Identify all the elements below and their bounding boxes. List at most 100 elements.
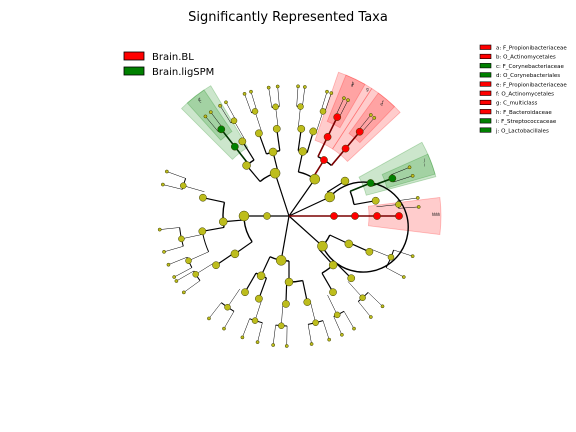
clade-letter-h: h (432, 212, 435, 217)
tree-node-101 (373, 212, 381, 220)
branch (174, 267, 192, 278)
branch (233, 120, 246, 140)
chart-title: Significantly Represented Taxa (188, 10, 388, 25)
tree-nodes (157, 84, 421, 348)
tree-node-27 (298, 147, 307, 156)
tree-node-53 (162, 249, 166, 254)
branch (297, 106, 301, 129)
tree-node-1 (415, 196, 420, 200)
tree-node-47 (269, 167, 281, 179)
branch (367, 292, 383, 307)
clade-letter-c: c (199, 99, 201, 104)
branch (393, 249, 413, 257)
tree-node-70 (240, 335, 245, 340)
key-swatch-c (479, 63, 492, 69)
key-swatch-d (479, 72, 492, 78)
tree-node-30 (266, 85, 271, 90)
tree-node-59 (219, 217, 228, 227)
tree-node-44 (230, 117, 238, 124)
branch (288, 196, 331, 217)
tree-node-22 (309, 127, 318, 136)
branch (320, 91, 328, 111)
tree-node-87 (333, 311, 341, 319)
tree-node-29 (275, 84, 280, 89)
branch (393, 175, 413, 183)
tree-node-9 (324, 191, 336, 203)
tree-node-84 (275, 255, 287, 266)
branch (254, 111, 263, 133)
branch (183, 185, 205, 192)
key-label-b: b: O_Actinomycetales (496, 55, 556, 61)
tree-node-40 (217, 125, 226, 134)
tree-node-45 (238, 137, 247, 146)
tree-node-75 (271, 343, 276, 347)
key-label-h: h: F_Bacteroidaceae (496, 110, 552, 116)
branch (277, 86, 280, 107)
key-label-j: j: O_Lactobacillales (495, 128, 549, 134)
tree-node-90 (380, 304, 385, 309)
tree-node-15 (342, 96, 346, 101)
tree-node-7 (366, 179, 375, 187)
branch (322, 320, 330, 340)
branch (219, 105, 231, 123)
tree-node-56 (172, 275, 177, 279)
clade-letter-b: b (352, 81, 355, 86)
tree-node-96 (387, 253, 395, 261)
key-swatch-a (479, 44, 492, 50)
branch (315, 111, 324, 133)
branch (335, 98, 345, 117)
tree-node-8 (340, 176, 350, 186)
branch (225, 102, 236, 120)
branch (358, 114, 372, 131)
tree-node-51 (199, 193, 207, 202)
branch (338, 100, 349, 119)
key-label-f: f: O_Actinomycetales (496, 92, 554, 98)
branch (268, 87, 273, 108)
tree-node-77 (278, 322, 285, 329)
branch (181, 234, 203, 240)
branch (195, 262, 215, 275)
tree-node-13 (341, 144, 350, 153)
tree-node-37 (268, 147, 278, 157)
tree-node-14 (346, 98, 350, 103)
tree-node-54 (178, 235, 185, 243)
tree-node-48 (164, 169, 169, 174)
tree-node-94 (401, 275, 406, 279)
group-legend: Brain.BL Brain.ligSPM (123, 51, 214, 78)
tree-node-66 (207, 316, 211, 321)
tree-node-5 (407, 165, 412, 170)
tree-node-69 (241, 288, 249, 297)
clade-letter-h: h (438, 212, 441, 217)
branch (360, 117, 375, 134)
clade-shade-j (358, 141, 437, 196)
tree-node-3 (371, 196, 380, 205)
tree-node-28 (309, 173, 321, 185)
tree-node-34 (242, 91, 247, 96)
tree-node-102 (351, 212, 359, 220)
tree-node-64 (230, 249, 240, 259)
key-swatch-f (479, 90, 492, 96)
key-label-g: g: C_multiclass (496, 101, 538, 107)
tree-node-12 (355, 127, 364, 136)
branch-arc (349, 191, 355, 205)
branch (244, 93, 252, 113)
branch (296, 86, 299, 107)
tree-node-88 (329, 288, 337, 297)
tree-node-21 (319, 108, 327, 115)
tree-node-86 (352, 326, 356, 331)
clade-letter-h: h (436, 212, 439, 217)
tree-node-55 (166, 262, 171, 267)
clade-letter-i: i (424, 163, 425, 168)
key-swatch-b (479, 53, 492, 60)
key-label-a: a: F_Propionibacteriaceae (496, 46, 567, 52)
tree-node-73 (255, 294, 263, 303)
tree-node-24 (296, 84, 300, 89)
key-swatch-i (479, 118, 492, 124)
key-label-e: e: F_Propionibacteriaceae (496, 82, 567, 88)
clade-shade-h (367, 197, 442, 235)
branch (302, 86, 306, 107)
tree-node-16 (333, 113, 342, 121)
branch (227, 288, 240, 308)
tree-node-50 (180, 182, 187, 189)
